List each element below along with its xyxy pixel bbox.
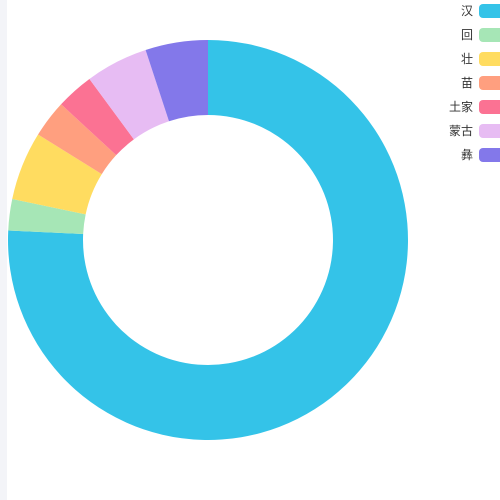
legend-item[interactable]: 壮 [461, 52, 500, 66]
donut-slice-6[interactable] [89, 49, 169, 140]
legend-swatch [479, 100, 500, 114]
donut-slice-3[interactable] [12, 134, 102, 215]
legend-item[interactable]: 彝 [461, 147, 500, 162]
legend-swatch [479, 52, 500, 66]
left-edge-strip [0, 0, 7, 500]
legend-item[interactable]: 蒙古 [449, 123, 500, 138]
legend-label: 蒙古 [449, 123, 473, 138]
legend-label: 土家 [449, 99, 473, 114]
legend-swatch [479, 76, 500, 90]
legend-item[interactable]: 苗 [461, 76, 500, 90]
legend-swatch [479, 124, 500, 138]
legend-item[interactable]: 汉 [461, 4, 500, 18]
donut-slice-7[interactable] [145, 40, 208, 122]
legend-label: 壮 [461, 52, 473, 66]
legend-label: 汉 [461, 4, 473, 18]
legend-label: 彝 [461, 147, 473, 162]
legend-item[interactable]: 土家 [449, 99, 500, 114]
donut-slices [7, 40, 409, 440]
legend-label: 回 [461, 28, 473, 42]
legend-swatch [479, 148, 500, 162]
donut-slice-2[interactable] [8, 199, 86, 235]
legend-swatch [479, 28, 500, 42]
donut-slice-4[interactable] [38, 104, 117, 175]
donut-slice-1[interactable] [7, 40, 409, 440]
legend-item[interactable]: 回 [461, 28, 500, 42]
legend-swatch [479, 4, 500, 18]
donut-slice-5[interactable] [61, 78, 134, 156]
legend-label: 苗 [461, 76, 473, 90]
